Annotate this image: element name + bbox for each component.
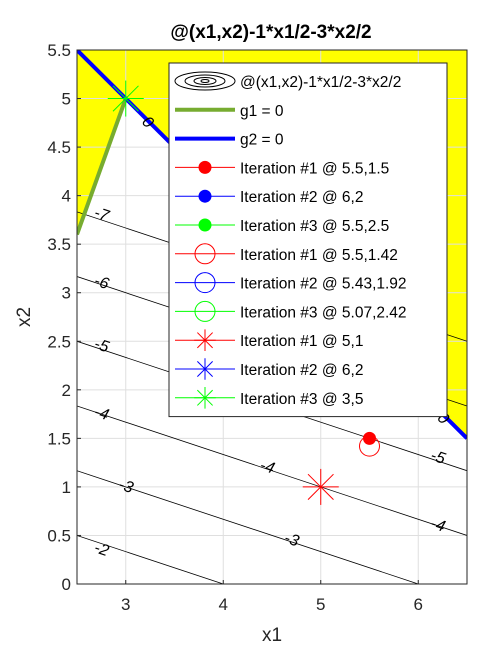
iteration-marker-stroke — [307, 473, 334, 500]
contour-label: -3 — [282, 530, 301, 551]
iteration-marker — [359, 435, 380, 457]
chart-title: @(x1,x2)-1*x1/2-3*x2/2 — [170, 22, 371, 43]
legend-marker — [194, 387, 216, 409]
contour-label: -5 — [92, 336, 111, 357]
x-tick-label: 4 — [219, 595, 228, 614]
iteration-marker-stroke — [112, 85, 139, 112]
legend-contour-ring — [200, 79, 210, 83]
legend-marker-stroke — [197, 332, 213, 349]
legend-entry-label: Iteration #2 @ 5.43,1.92 — [240, 276, 407, 293]
contour-label: -4 — [428, 515, 447, 536]
iteration-marker — [302, 468, 339, 505]
y-tick-label: 4.5 — [47, 138, 71, 157]
contour-label: -3 — [116, 476, 135, 497]
contour-label: -2 — [92, 539, 111, 560]
y-tick-label: 2 — [62, 381, 71, 400]
legend-marker — [194, 358, 216, 380]
legend-contour-ring — [193, 77, 217, 85]
legend-entry-label: Iteration #2 @ 6,2 — [240, 189, 363, 206]
y-tick-label: 3.5 — [47, 235, 71, 254]
constraint-line — [77, 97, 128, 236]
iteration-marker — [107, 80, 144, 117]
y-tick-label: 3 — [62, 284, 71, 303]
y-tick-label: 1.5 — [47, 429, 71, 448]
y-axis-label: x2 — [14, 307, 35, 327]
contour-label: -5 — [428, 447, 447, 468]
legend-entry-label: g2 = 0 — [240, 132, 284, 149]
legend-marker — [194, 272, 216, 294]
contour-label: -4 — [92, 404, 111, 425]
contour-label: -7 — [92, 204, 112, 225]
x-tick-label: 6 — [414, 595, 423, 614]
axes-box — [76, 49, 468, 585]
legend-entry-label: @(x1,x2)-1*x1/2-3*x2/2 — [240, 74, 401, 91]
contour-line — [77, 535, 225, 584]
legend-marker-stroke — [197, 389, 213, 406]
legend-marker — [194, 243, 216, 265]
legend-marker — [198, 160, 212, 174]
y-tick-label: 0.5 — [47, 526, 71, 545]
legend-marker — [198, 189, 212, 203]
legend-entry-label: Iteration #3 @ 5.5,2.5 — [240, 218, 389, 235]
y-tick-label: 5 — [62, 90, 71, 109]
x-axis-label: x1 — [262, 625, 282, 646]
legend-marker — [198, 218, 212, 232]
legend-entry-label: Iteration #1 @ 5.5,1.5 — [240, 160, 389, 177]
legend-marker — [194, 329, 216, 351]
legend-entry-label: Iteration #1 @ 5.5,1.42 — [240, 247, 398, 264]
infeasible-region-g1 — [77, 50, 126, 235]
x-tick-label: 5 — [316, 595, 325, 614]
legend-contour-ring — [184, 74, 226, 88]
legend-entry-label: Iteration #3 @ 3,5 — [240, 391, 363, 408]
contour-label: -6 — [92, 272, 111, 293]
legend-marker — [194, 300, 216, 322]
axis-ticks-layer: 3 4 5 6 0 0.5 1 1.5 2 2.5 3 3.5 4 4.5 5 5.5 — [47, 41, 423, 614]
legend-contour-ring — [174, 71, 236, 91]
legend-box — [168, 62, 448, 418]
contour-line — [77, 470, 420, 584]
legend-entry-label: Iteration #2 @ 6,2 — [240, 362, 363, 379]
y-tick-label: 2.5 — [47, 332, 71, 351]
y-tick-label: 1 — [62, 478, 71, 497]
legend-entry-label: Iteration #1 @ 5,1 — [240, 333, 363, 350]
legend-entry-label: Iteration #3 @ 5.07,2.42 — [240, 304, 407, 321]
iteration-marker — [363, 431, 376, 445]
x-tick-label: 3 — [121, 595, 130, 614]
contour-line — [77, 405, 467, 536]
y-tick-label: 0 — [62, 575, 71, 594]
legend-contour-icon — [174, 71, 236, 91]
legend-marker-stroke — [197, 361, 213, 377]
legend: @(x1,x2)-1*x1/2-3*x2/2 g1 = 0 g2 = 0 Iterat… — [168, 62, 448, 418]
legend-entry-label: g1 = 0 — [240, 103, 284, 120]
y-tick-label: 5.5 — [47, 41, 71, 60]
y-tick-label: 4 — [62, 187, 71, 206]
contour-label: -4 — [258, 457, 277, 478]
